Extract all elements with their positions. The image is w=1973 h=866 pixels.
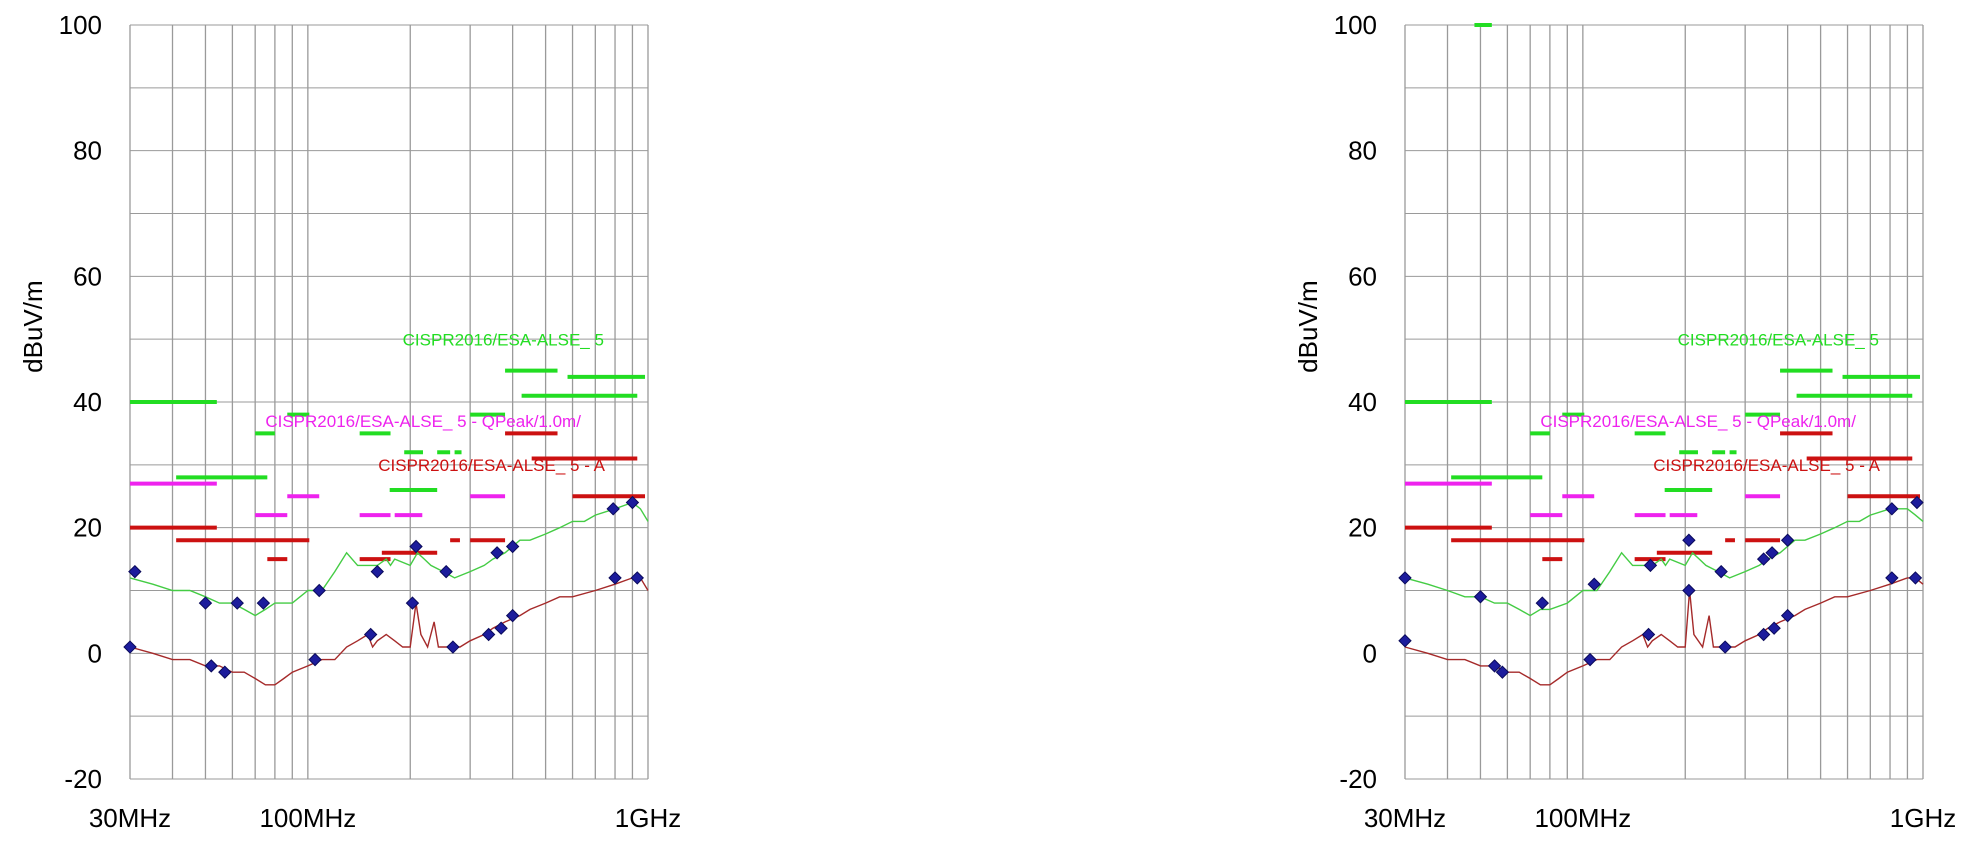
limit-label-avg: CISPR2016/ESA-ALSE_ 5 - A xyxy=(378,456,605,475)
average-trace-line xyxy=(129,577,649,686)
y-tick-label: 0 xyxy=(1363,638,1377,668)
measurement-marker xyxy=(1398,571,1412,585)
x-tick-label: 1GHz xyxy=(615,803,681,833)
x-tick-label: 30MHz xyxy=(89,803,171,833)
measurement-marker xyxy=(1487,659,1502,673)
measurement-marker xyxy=(1756,627,1771,642)
limit-label-avg: CISPR2016/ESA-ALSE_ 5 - A xyxy=(1653,456,1880,475)
measurement-marker xyxy=(494,621,508,635)
measurement-marker xyxy=(204,659,218,673)
measurement-marker xyxy=(505,608,520,623)
limit-labels-group: CISPR2016/ESA-ALSE_ 5 CISPR2016/ESA-ALSE_… xyxy=(1540,330,1880,475)
measurement-marker xyxy=(625,495,640,510)
y-tick-label: 80 xyxy=(73,136,102,166)
x-tick-label: 100MHz xyxy=(1534,803,1631,833)
measurement-marker xyxy=(1885,571,1899,585)
measurement-marker xyxy=(198,596,213,610)
measurement-marker xyxy=(363,627,378,642)
peak-trace-line xyxy=(1404,508,1924,617)
measurement-marker xyxy=(409,539,423,554)
measurement-marker xyxy=(505,539,520,554)
y-tick-label: 40 xyxy=(73,387,102,417)
measurement-marker xyxy=(1495,665,1510,679)
measurement-marker xyxy=(1714,564,1728,579)
measurement-marker xyxy=(218,665,232,679)
measurement-marker xyxy=(1718,640,1732,654)
measurement-marker xyxy=(1756,552,1771,566)
y-tick-label: 60 xyxy=(73,261,102,291)
y-axis-label: dBuV/m xyxy=(18,280,48,373)
y-tick-label: 100 xyxy=(59,10,102,40)
y-tick-label: 0 xyxy=(88,638,102,668)
limit-label-qpeak: CISPR2016/ESA-ALSE_ 5 - QPeak/1.0m/ xyxy=(1540,412,1856,431)
measurement-marker xyxy=(490,546,504,560)
measurement-marker xyxy=(606,502,620,516)
measurement-marker xyxy=(1587,577,1601,591)
measurement-marker xyxy=(1908,571,1923,585)
measurement-marker xyxy=(1767,621,1781,635)
average-trace-line xyxy=(1404,577,1924,686)
limit-labels-group: CISPR2016/ESA-ALSE_ 5 CISPR2016/ESA-ALSE_… xyxy=(265,330,605,475)
measurement-marker xyxy=(1398,634,1412,648)
measurement-marker xyxy=(308,652,322,667)
measurement-marker xyxy=(1473,590,1488,604)
y-tick-label: 40 xyxy=(1348,387,1377,417)
peak-trace-line xyxy=(129,501,649,617)
measurement-marker xyxy=(1583,652,1597,667)
y-axis-label: dBuV/m xyxy=(1293,280,1323,373)
measurement-marker xyxy=(405,596,420,610)
measurement-marker xyxy=(1682,533,1696,547)
chart-panel-2: -20 0 20 40 60 80 100 30MHz 100MHz 1GHz dBuV/m CISP… xyxy=(1293,10,1956,833)
limit-label-peak: CISPR2016/ESA-ALSE_ 5 xyxy=(403,330,604,349)
measurement-marker xyxy=(439,564,453,579)
measurement-marker xyxy=(630,571,644,585)
x-tick-label: 1GHz xyxy=(1890,803,1956,833)
measurement-marker xyxy=(1682,583,1696,598)
y-tick-label: 60 xyxy=(1348,261,1377,291)
y-tick-label: -20 xyxy=(64,764,102,794)
measurement-marker xyxy=(1780,533,1795,547)
chart-panel-1: -20 0 20 40 60 80 100 30MHz 100MHz 1GHz dBuV/m CISP… xyxy=(18,10,681,833)
measurement-marker xyxy=(230,596,244,610)
measurement-marker xyxy=(1535,596,1550,610)
measurement-marker xyxy=(370,564,384,579)
measurement-marker xyxy=(123,640,137,654)
measurement-marker xyxy=(481,627,496,642)
limit-label-peak: CISPR2016/ESA-ALSE_ 5 xyxy=(1678,330,1879,349)
y-tick-label: -20 xyxy=(1339,764,1377,794)
measurement-marker xyxy=(312,583,326,598)
measurement-marker xyxy=(256,596,271,610)
y-tick-label: 100 xyxy=(1334,10,1377,40)
measurement-marker xyxy=(1765,546,1779,560)
measurement-marker xyxy=(128,564,142,579)
measurement-marker xyxy=(1643,558,1658,573)
measurement-marker xyxy=(446,640,460,654)
measurement-marker xyxy=(608,571,622,585)
y-tick-label: 80 xyxy=(1348,136,1377,166)
measurement-marker xyxy=(1910,495,1924,510)
x-tick-label: 30MHz xyxy=(1364,803,1446,833)
y-tick-label: 20 xyxy=(1348,513,1377,543)
x-tick-label: 100MHz xyxy=(259,803,356,833)
y-tick-label: 20 xyxy=(73,513,102,543)
measurement-marker xyxy=(1780,608,1795,623)
measurement-marker xyxy=(1641,627,1656,642)
limit-label-qpeak: CISPR2016/ESA-ALSE_ 5 - QPeak/1.0m/ xyxy=(265,412,581,431)
measurement-marker xyxy=(1885,502,1899,516)
